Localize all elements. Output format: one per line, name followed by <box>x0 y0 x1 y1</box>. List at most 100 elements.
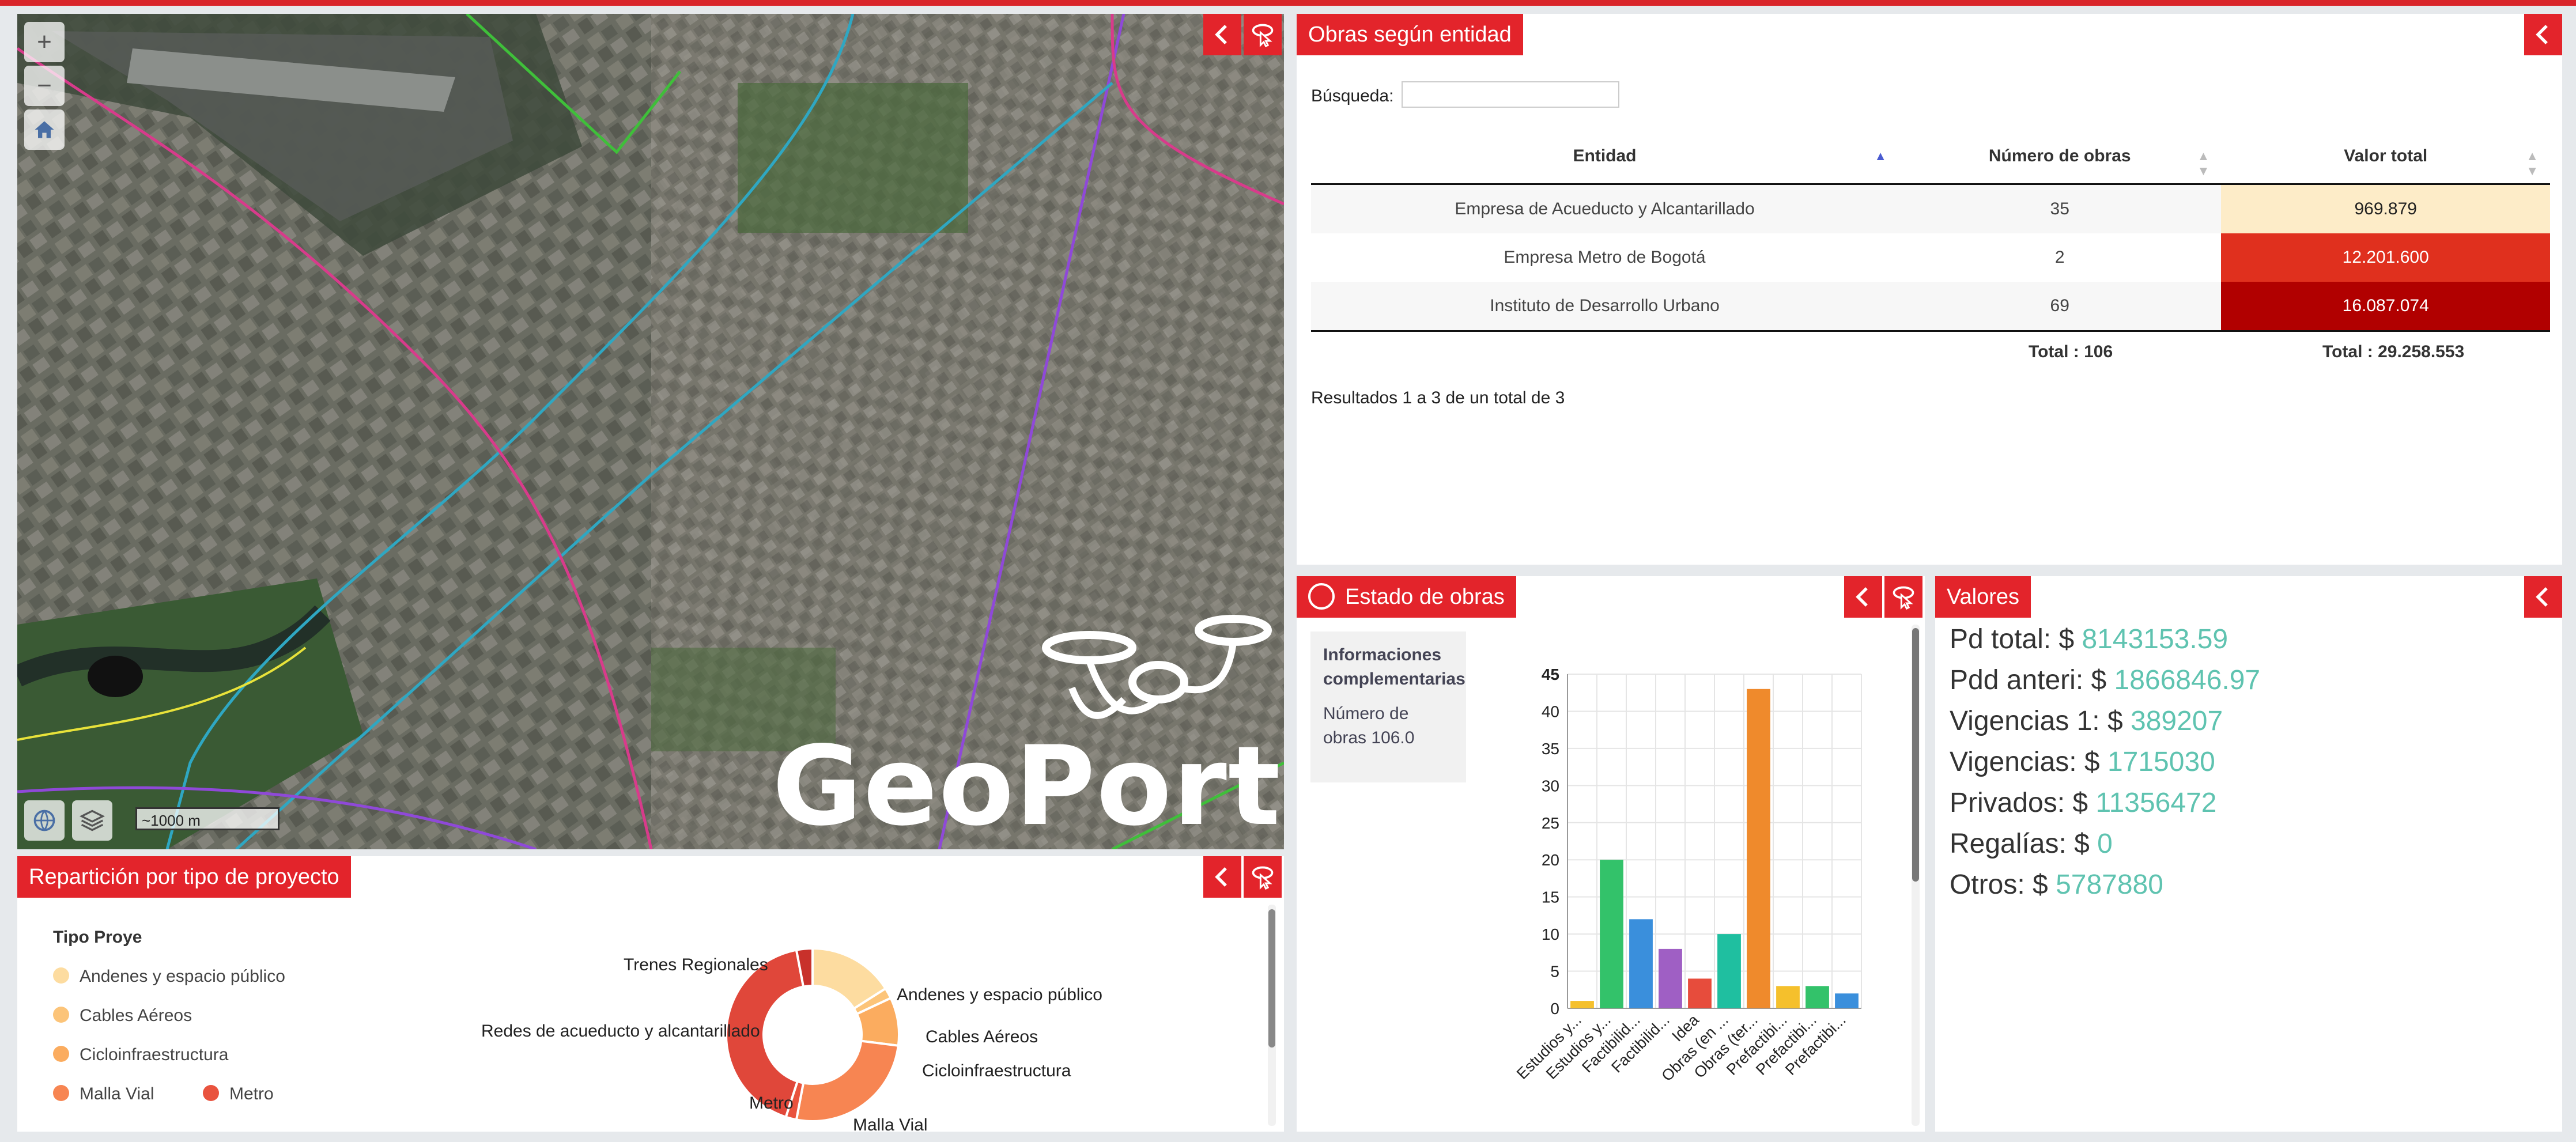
sort-asc-icon: ▲ <box>1874 149 1887 163</box>
geoportal-logo: GeoPortal <box>772 723 1284 849</box>
map-view[interactable]: + − ~1000 m GeoPortal <box>17 14 1284 849</box>
basemap-button[interactable] <box>24 800 65 841</box>
layers-button[interactable] <box>72 800 112 841</box>
reparticion-select-button[interactable] <box>1244 856 1282 898</box>
panel-title: Obras según entidad <box>1297 14 1523 55</box>
pie-slice[interactable] <box>725 948 805 1119</box>
search-label: Búsqueda: <box>1311 86 1394 105</box>
legend-item[interactable]: Metro <box>203 1084 274 1104</box>
scrollbar-thumb[interactable] <box>1268 909 1275 1048</box>
legend-swatch <box>53 1046 69 1062</box>
y-tick-label: 20 <box>1542 851 1559 869</box>
pie-label-cables: Cables Aéreos <box>926 1027 1038 1046</box>
panel-title: Estado de obras <box>1297 576 1516 618</box>
y-tick-label: 40 <box>1542 702 1559 720</box>
bar[interactable] <box>1659 948 1682 1008</box>
pie-label-andenes: Andenes y espacio público <box>897 985 1102 1004</box>
legend-item[interactable]: Cables Aéreos <box>53 1006 192 1026</box>
bar[interactable] <box>1600 860 1623 1008</box>
drone-logo-icon <box>1042 615 1272 719</box>
estado-select-button[interactable] <box>1884 576 1922 618</box>
bar[interactable] <box>1747 689 1770 1008</box>
home-button[interactable] <box>24 109 65 150</box>
bar[interactable] <box>1629 919 1653 1008</box>
cursor-select-icon <box>1252 24 1274 47</box>
panel-title: Repartición por tipo de proyecto <box>17 856 351 898</box>
chevron-left-icon <box>1215 25 1227 44</box>
map-select-button[interactable] <box>1244 14 1282 55</box>
pie-label-metro: Metro <box>749 1094 794 1113</box>
cell-valor: 16.087.074 <box>2221 282 2550 332</box>
cell-valor: 12.201.600 <box>2221 233 2550 282</box>
legend-item[interactable]: Andenes y espacio público <box>53 967 285 986</box>
reparticion-collapse-button[interactable] <box>1203 856 1241 898</box>
valor-item: Otros: $ 5787880 <box>1950 869 2163 900</box>
cell-entidad: Empresa de Acueducto y Alcantarillado <box>1311 184 1899 233</box>
table-row[interactable]: Instituto de Desarrollo Urbano 69 16.087… <box>1311 282 2550 332</box>
chevron-left-icon <box>1215 867 1227 887</box>
pie-label-ciclo: Cicloinfraestructura <box>922 1061 1071 1080</box>
zoom-in-button[interactable]: + <box>24 22 65 62</box>
scrollbar-thumb[interactable] <box>1912 628 1919 882</box>
total-valor: Total : 29.258.553 <box>2322 342 2465 361</box>
total-obras: Total : 106 <box>2029 342 2113 361</box>
bar[interactable] <box>1776 986 1800 1008</box>
cell-entidad: Instituto de Desarrollo Urbano <box>1311 282 1899 332</box>
bar[interactable] <box>1570 1001 1594 1008</box>
estado-collapse-button[interactable] <box>1844 576 1882 618</box>
map-scale: ~1000 m <box>135 807 279 830</box>
table-row[interactable]: Empresa de Acueducto y Alcantarillado 35… <box>1311 184 2550 233</box>
map-collapse-button[interactable] <box>1203 14 1241 55</box>
sort-icon: ▲ ▼ <box>2526 149 2539 178</box>
y-tick-label: 30 <box>1542 777 1559 795</box>
chart-pie-icon <box>1308 583 1335 610</box>
legend-item[interactable]: Malla Vial <box>53 1084 154 1104</box>
bar[interactable] <box>1835 993 1859 1008</box>
valor-item: Pdd anteri: $ 1866846.97 <box>1950 665 2261 695</box>
legend-swatch <box>53 1085 69 1102</box>
obras-table: Entidad ▲ Número de obras ▲ ▼ Valor total ▲ ▼… <box>1311 129 2550 332</box>
y-tick-label: 5 <box>1550 963 1559 981</box>
y-tick-label: 0 <box>1550 1000 1559 1018</box>
pie-chart[interactable]: Trenes Regionales Andenes y espacio públ… <box>444 891 1158 1132</box>
cell-valor: 969.879 <box>2221 184 2550 233</box>
bar[interactable] <box>1717 934 1741 1008</box>
obras-entidad-panel: Obras según entidad Búsqueda: Entidad ▲ N… <box>1297 14 2562 565</box>
column-header-entidad[interactable]: Entidad ▲ <box>1311 129 1899 185</box>
legend-item[interactable]: Cicloinfraestructura <box>53 1045 228 1065</box>
valor-item: Regalías: $ 0 <box>1950 829 2113 859</box>
y-tick-label: 35 <box>1542 740 1559 758</box>
cursor-select-icon <box>1893 586 1914 610</box>
column-header-valor[interactable]: Valor total ▲ ▼ <box>2221 129 2550 185</box>
legend-swatch <box>203 1085 219 1102</box>
info-box: Informaciones complementarias Número de … <box>1310 631 1466 782</box>
top-accent-bar <box>0 0 2576 6</box>
bar[interactable] <box>1806 986 1829 1008</box>
column-header-numero[interactable]: Número de obras ▲ ▼ <box>1898 129 2222 185</box>
legend-swatch <box>53 967 69 984</box>
cell-entidad: Empresa Metro de Bogotá <box>1504 248 1706 267</box>
reparticion-panel: Repartición por tipo de proyecto Tipo Pr… <box>17 856 1284 1132</box>
legend-swatch <box>53 1007 69 1023</box>
info-count: Número de obras 106.0 <box>1323 704 1415 747</box>
valor-item: Pd total: $ 8143153.59 <box>1950 624 2228 655</box>
valor-item: Vigencias: $ 1715030 <box>1950 747 2215 777</box>
chevron-left-icon <box>2536 25 2548 44</box>
valores-collapse-button[interactable] <box>2524 576 2562 618</box>
globe-icon <box>33 810 55 831</box>
pie-label-redes: Redes de acueducto y alcantarillado <box>481 1022 760 1041</box>
satellite-imagery <box>17 14 1284 849</box>
results-info: Resultados 1 a 3 de un total de 3 <box>1311 388 1565 407</box>
y-tick-label: 10 <box>1542 925 1559 943</box>
obras-collapse-button[interactable] <box>2524 14 2562 55</box>
chevron-left-icon <box>1856 587 1868 607</box>
table-row[interactable]: Empresa Metro de Bogotá 2 12.201.600 <box>1311 233 2550 282</box>
bar[interactable] <box>1688 978 1712 1008</box>
y-tick-label: 15 <box>1542 888 1559 906</box>
cell-numero: 69 <box>1898 282 2222 332</box>
pie-slice[interactable] <box>795 1039 900 1122</box>
zoom-out-button[interactable]: − <box>24 66 65 106</box>
pie-slice[interactable] <box>795 947 814 988</box>
search-input[interactable] <box>1402 81 1619 108</box>
